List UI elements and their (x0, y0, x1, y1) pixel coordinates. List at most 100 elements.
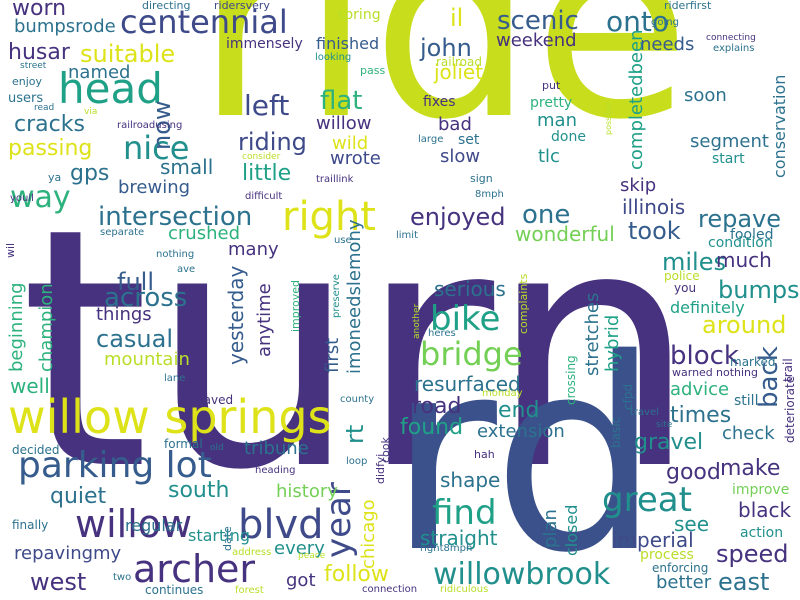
word-yesterday: yesterday (224, 265, 248, 365)
word-youll: youll (10, 193, 34, 204)
word-il: il (450, 4, 464, 32)
word-extension: extension (477, 421, 565, 442)
word-preserve: preserve (331, 274, 342, 318)
word-tlc: tlc (538, 146, 560, 167)
word-ridersvery: ridersvery (214, 0, 270, 12)
word-two: two (113, 572, 132, 583)
word-follow: follow (324, 562, 389, 587)
word-way: way (10, 180, 71, 215)
word-trail: trail (781, 358, 795, 382)
word-wrote: wrote (330, 148, 381, 169)
word-better: better (656, 572, 712, 593)
word-spring: spring (337, 7, 381, 23)
word-champion: champion (36, 283, 57, 372)
word-pass: pass (360, 64, 386, 77)
word-soon: soon (684, 85, 727, 106)
word-repavingmy: repavingmy (14, 543, 122, 564)
word-great: great (602, 480, 692, 520)
word-sign: sign (470, 172, 493, 185)
word-immensely: immensely (226, 36, 303, 52)
word-ridiculous: ridiculous (440, 584, 489, 595)
word-still: still (734, 393, 759, 409)
word-regular: regular (125, 516, 183, 535)
word-cook: cook (379, 437, 392, 463)
word-via: via (84, 107, 98, 117)
word-blvd: blvd (238, 502, 324, 548)
word-definitely: definitely (670, 298, 745, 317)
word-block: block (670, 341, 739, 371)
word-check: check (722, 423, 775, 444)
word-shape: shape (440, 468, 501, 492)
word-stretches: stretches (582, 292, 603, 376)
word-flat: flat (320, 86, 363, 116)
word-well: well (10, 374, 50, 398)
word-another: another (412, 303, 422, 339)
word-much: much (716, 248, 772, 272)
word-decided: decided (12, 443, 60, 457)
word-forest: forest (235, 585, 264, 596)
word-done: done (551, 129, 586, 145)
word-warned: warned (672, 366, 713, 379)
word-mountain: mountain (104, 349, 190, 370)
word-parking-lot: parking lot (18, 445, 212, 486)
word-pretty: pretty (530, 95, 573, 111)
word-rd: rd (388, 303, 661, 600)
word-s: s (310, 426, 323, 454)
word-bike: bike (430, 299, 501, 339)
word-old: old (210, 443, 224, 453)
word-starting: starting (188, 526, 251, 545)
word-nothing-2: nothing (716, 366, 758, 379)
word-peace: peace (298, 551, 326, 561)
word-little: little (242, 161, 292, 186)
word-brewing: brewing (118, 177, 191, 198)
word-separate: separate (100, 227, 145, 238)
word-riderfirst: riderfirst (664, 0, 712, 12)
word-joliet: joliet (434, 60, 484, 84)
word-set: set (458, 132, 480, 148)
word-many: many (228, 239, 279, 260)
word-willow-sm: willow (316, 113, 372, 134)
word-passing: passing (8, 136, 93, 161)
word-right8mph: right8mph (420, 543, 473, 554)
word-improved: improved (289, 279, 302, 332)
word-limit: limit (396, 230, 418, 241)
word-nothing: nothing (156, 249, 195, 260)
word-cracks: cracks (14, 112, 85, 137)
word-condition: condition (708, 235, 773, 251)
word-closed: closed (562, 504, 581, 556)
word-heading: heading (255, 465, 296, 476)
word-wild: wild (332, 133, 369, 154)
word-use: use (334, 235, 352, 246)
word-willow-springs: willow springs (8, 390, 332, 444)
word-lane: lane (164, 373, 186, 384)
word-got: got (286, 570, 316, 591)
word-willow-lg: willow (75, 502, 193, 546)
word-chicago: chicago (358, 499, 379, 569)
word-named: named (68, 62, 131, 83)
word-finally: finally (12, 518, 49, 532)
word-ave: ave (177, 264, 196, 275)
word-imperial: imperial (612, 528, 694, 552)
word-tribune: tribune (244, 438, 309, 459)
word-skip: skip (620, 175, 657, 196)
word-intersection: intersection (98, 202, 253, 232)
word-anytime: anytime (254, 283, 275, 357)
word-railroad: railroad (436, 55, 482, 69)
word-nice: nice (123, 129, 190, 167)
word-end: end (498, 398, 540, 423)
word-west: west (30, 568, 87, 596)
word-process: process (640, 547, 694, 563)
word-serious: serious (434, 277, 506, 301)
word-south: south (168, 478, 230, 503)
word-around: around (702, 311, 787, 339)
word-weekend: weekend (496, 30, 577, 51)
word-times: times (670, 403, 732, 428)
word-action: action (740, 525, 784, 541)
word-illinois: illinois (622, 195, 686, 219)
word-fixes: fixes (423, 94, 456, 110)
word-looking: looking (315, 52, 352, 63)
word-gravel: gravel (634, 430, 704, 455)
word-history: history (276, 481, 338, 502)
word-conservation: conservation (770, 74, 789, 178)
